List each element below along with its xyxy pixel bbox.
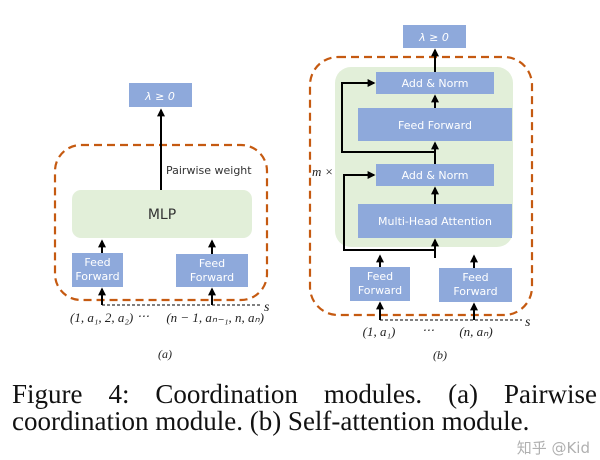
panel-a-s-label: s <box>264 300 270 315</box>
panel-b-ellipsis: ⋯ <box>422 323 434 337</box>
mlp-box <box>72 190 252 238</box>
panel-a-output-box <box>129 83 192 107</box>
panel-b: λ ≥ 0 Add & Norm Feed Forward Add & Norm… <box>308 25 534 362</box>
add-norm-top <box>376 72 494 94</box>
panel-b-s-label: s <box>525 315 531 330</box>
panel-b-output-box <box>403 25 466 48</box>
panel-a-feed-forward-2: Feed Forward <box>176 254 248 287</box>
panel-b-feed-forward-1: Feed Forward <box>350 267 410 301</box>
mlp-label: MLP <box>148 207 176 223</box>
add-norm-bottom-label: Add & Norm <box>402 169 469 182</box>
panel-b-output-text: λ ≥ 0 <box>418 31 449 44</box>
panel-a-input-2: (n − 1, aₙ₋₁, n, aₙ) <box>166 310 264 325</box>
add-norm-bottom <box>376 164 494 186</box>
watermark: 知乎 @Kid <box>516 439 590 457</box>
figure-caption: Figure 4: Coordination modules. (a) Pair… <box>12 379 597 436</box>
panel-b-feed-forward-2: Feed Forward <box>439 268 512 302</box>
panel-a-input-1: (1, a₁, 2, a₂) <box>70 310 133 325</box>
panel-a-output-text: λ ≥ 0 <box>144 90 175 103</box>
panel-b-input-1: (1, a₁) <box>363 324 396 339</box>
pairwise-weight-label: Pairwise weight <box>166 164 252 177</box>
panel-a-feed-forward-1: Feed Forward <box>72 253 123 287</box>
multi-head-attention <box>358 204 512 238</box>
panel-b-label: (b) <box>433 348 447 362</box>
panel-a-ellipsis: ⋯ <box>137 309 149 323</box>
feed-forward-mid-label: Feed Forward <box>398 119 472 132</box>
multi-head-attention-label: Multi-Head Attention <box>378 215 492 228</box>
residual-connection-bottom <box>343 171 435 251</box>
diagram: λ ≥ 0 MLP Pairwise weight s (1, a₁, 2, a… <box>53 25 534 362</box>
repeat-label: m × <box>312 164 333 179</box>
residual-connection-top <box>341 79 435 153</box>
panel-b-module-border <box>308 55 534 317</box>
panel-b-input-2: (n, aₙ) <box>459 324 492 339</box>
feed-forward-mid <box>358 108 512 141</box>
panel-a: λ ≥ 0 MLP Pairwise weight s (1, a₁, 2, a… <box>53 83 270 361</box>
add-norm-top-label: Add & Norm <box>402 77 469 90</box>
panel-a-label: (a) <box>158 347 172 361</box>
